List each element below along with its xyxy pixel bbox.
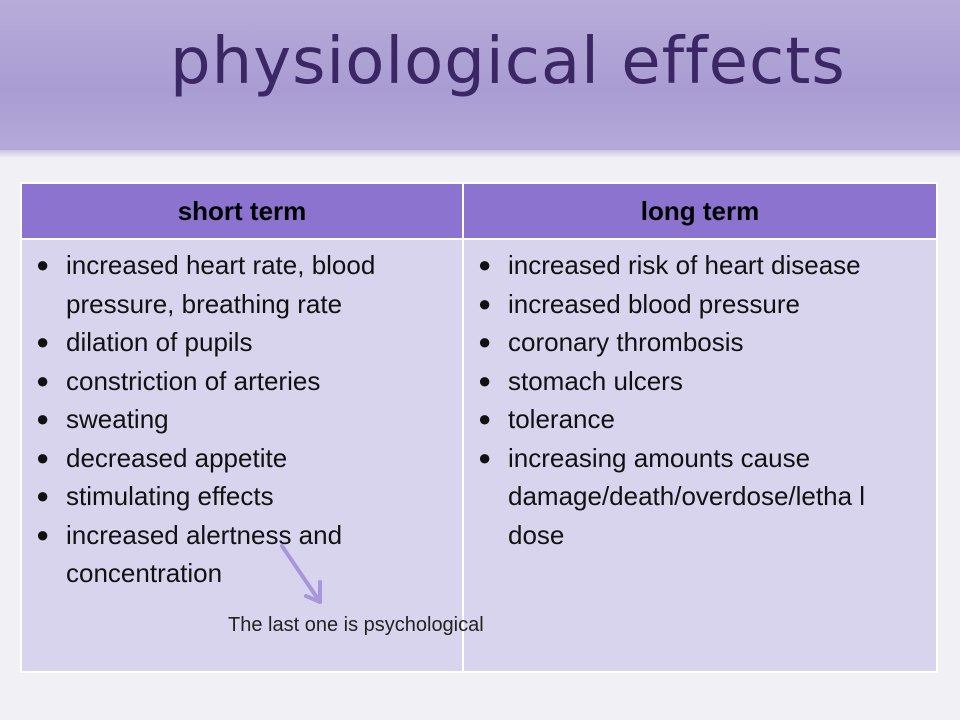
list-item-text: increased blood pressure [508, 288, 800, 319]
bullet-icon: ● [478, 367, 492, 393]
list-item: ● sweating [30, 400, 452, 439]
bullet-icon: ● [478, 329, 492, 354]
list-item: ● increased alertness and concentration [30, 516, 452, 593]
header-short-term: short term [20, 182, 464, 240]
list-item: ● stomach ulcers [472, 362, 926, 401]
effects-table: short term long term ● increased heart ra… [20, 182, 938, 673]
title-band [0, 0, 960, 150]
list-item: ● coronary thrombosis [472, 323, 926, 362]
bullet-icon: ● [36, 483, 50, 508]
list-item-text: tolerance [508, 404, 615, 434]
bullet-icon: ● [36, 406, 50, 431]
bullet-icon: ● [36, 521, 50, 547]
bullet-icon: ● [36, 329, 50, 354]
table-header-row: short term long term [20, 182, 938, 240]
bullet-icon: ● [36, 444, 50, 470]
list-item: ● increased heart rate, blood pressure, b… [30, 246, 452, 323]
list-item-text: increased alertness and concentration [66, 519, 343, 589]
list-item: ● dilation of pupils [30, 323, 452, 362]
list-item-text: stimulating effects [66, 481, 274, 511]
list-item: ● constriction of arteries [30, 362, 452, 401]
list-item: ● decreased appetite [30, 439, 452, 478]
bullet-icon: ● [478, 406, 492, 431]
list-item-text: increased heart rate, blood pressure, br… [66, 250, 376, 319]
list-item-text: decreased appetite [66, 442, 288, 473]
list-item: ● increased risk of heart disease [472, 246, 926, 285]
slide-title: physiological effects [170, 25, 846, 99]
arrow-down-right-icon [280, 544, 322, 604]
bullet-icon: ● [478, 252, 492, 277]
bullet-icon: ● [478, 290, 492, 316]
bullet-icon: ● [478, 444, 492, 470]
table-body-row: ● increased heart rate, blood pressure, b… [20, 238, 938, 673]
list-item-text: increased risk of heart disease [508, 250, 861, 280]
list-item: ● increasing amounts cause damage/death/o… [472, 439, 926, 555]
short-term-list: ● increased heart rate, blood pressure, b… [22, 240, 462, 593]
list-item: ● stimulating effects [30, 477, 452, 516]
list-item-text: coronary thrombosis [508, 327, 744, 357]
bullet-icon: ● [36, 252, 50, 277]
list-item-text: sweating [66, 404, 169, 434]
list-item-text: increasing amounts cause damage/death/ov… [508, 442, 866, 550]
title-band-shadow [0, 150, 960, 158]
annotation-note: The last one is psychological [228, 614, 484, 636]
list-item: ● increased blood pressure [472, 285, 926, 324]
short-term-cell: ● increased heart rate, blood pressure, b… [20, 238, 464, 673]
list-item: ● tolerance [472, 400, 926, 439]
long-term-cell: ● increased risk of heart disease ● increas… [462, 238, 938, 673]
bullet-icon: ● [36, 367, 50, 393]
list-item-text: stomach ulcers [508, 365, 683, 396]
list-item-text: dilation of pupils [66, 327, 253, 357]
list-item-text: constriction of arteries [66, 365, 321, 396]
long-term-list: ● increased risk of heart disease ● increas… [464, 240, 936, 554]
header-long-term: long term [462, 182, 938, 240]
